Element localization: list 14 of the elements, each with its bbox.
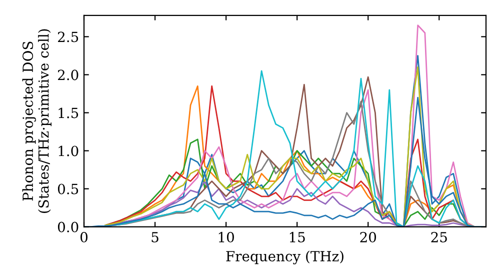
y-tick-label: 2.5 (58, 32, 78, 42)
x-tick-label: 10 (218, 232, 234, 242)
x-tick-label: 5 (152, 232, 158, 242)
x-tick-label: 25 (431, 232, 447, 242)
x-tick-label: 15 (290, 232, 305, 242)
y-axis-title: Phonon projected DOS (States/THz·primitive cell) (22, 29, 52, 213)
x-tick-label: 20 (360, 232, 376, 242)
x-tick-label: 0 (80, 232, 88, 242)
y-tick-label: 0.0 (58, 222, 78, 232)
y-tick-label: 0.5 (58, 184, 78, 194)
y-tick-label: 1.0 (58, 146, 78, 156)
y-tick-label: 2.0 (58, 70, 78, 80)
y-tick-label: 1.5 (58, 108, 78, 118)
x-axis-title: Frequency (THz) (226, 250, 344, 264)
